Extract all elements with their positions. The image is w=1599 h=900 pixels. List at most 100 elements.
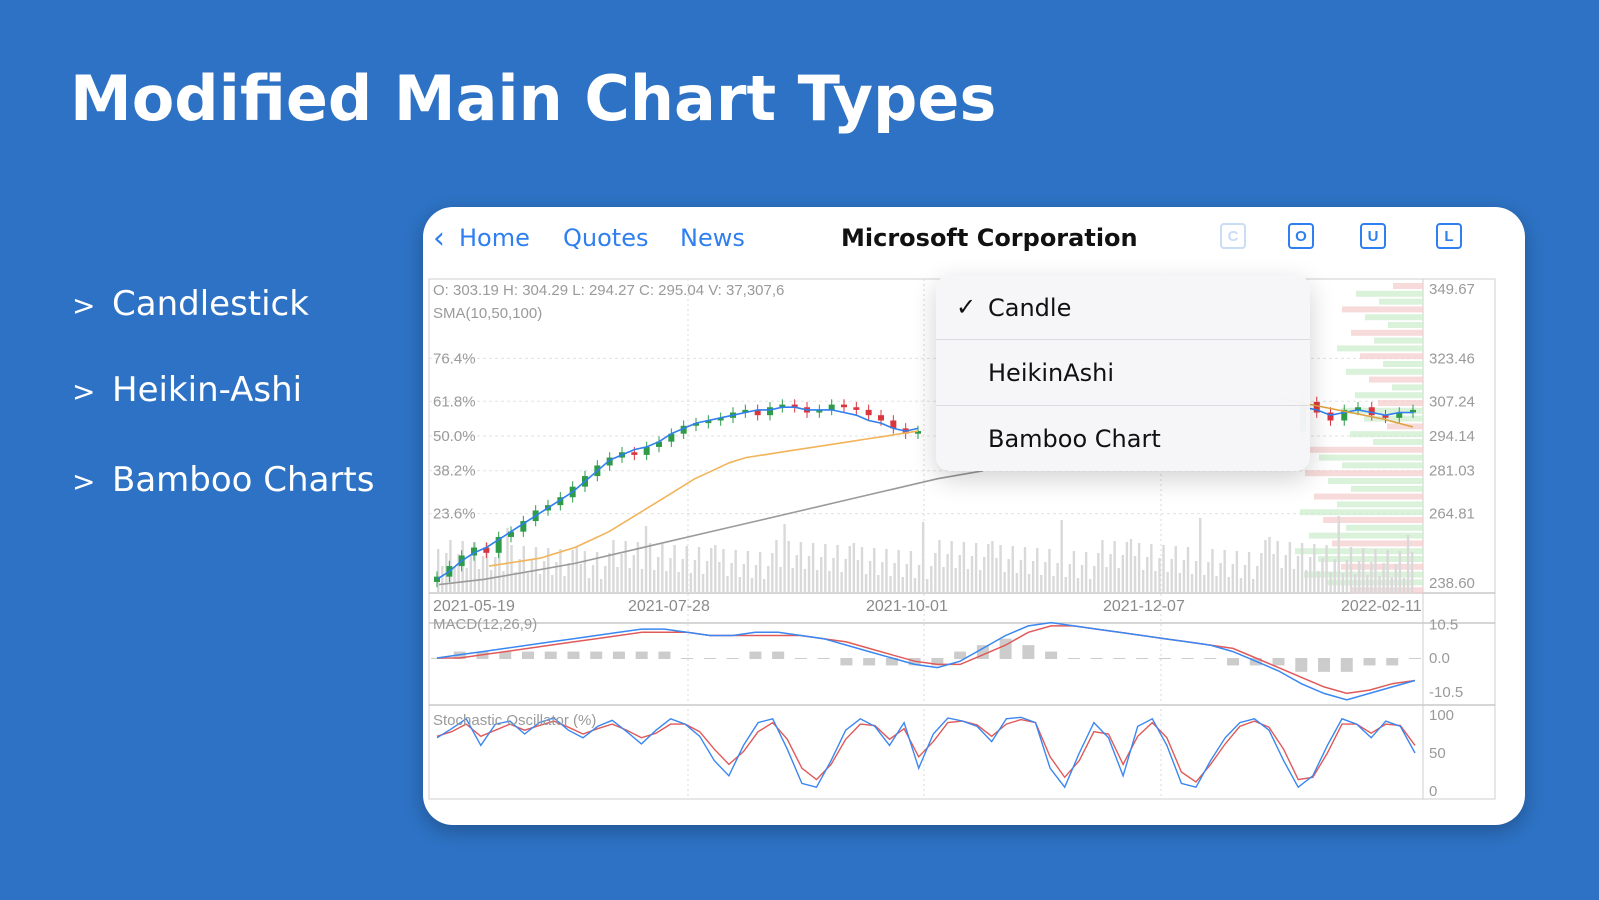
- volume-bar: [999, 545, 1002, 593]
- volume-bar: [844, 559, 847, 593]
- volume-bar: [913, 578, 917, 593]
- volume-bar: [522, 546, 525, 593]
- macd-label: MACD(12,26,9): [433, 616, 537, 633]
- candle-body: [606, 457, 613, 466]
- fib-label: 61.8%: [433, 393, 476, 410]
- volume-bar: [787, 541, 790, 593]
- volume-bar: [628, 568, 631, 593]
- x-tick-label: 2021-12-07: [1103, 598, 1185, 615]
- o-toolbar-button[interactable]: O: [1288, 223, 1314, 249]
- volume-bar: [1329, 572, 1332, 593]
- l-toolbar-button[interactable]: L: [1436, 223, 1462, 249]
- menu-item-label: Candle: [988, 294, 1072, 322]
- volume-bar: [1150, 544, 1153, 593]
- volume-bar: [506, 528, 509, 593]
- volume-profile-bar: [1393, 283, 1423, 289]
- menu-item-heikinashi[interactable]: HeikinAshi: [936, 340, 1310, 404]
- volume-bar: [673, 545, 676, 593]
- macd-histogram-bar: [931, 658, 944, 666]
- volume-profile-bar: [1341, 563, 1423, 570]
- volume-profile-bar: [1318, 556, 1423, 562]
- volume-bar: [485, 543, 489, 593]
- volume-bar: [1223, 550, 1226, 593]
- macd-histogram-bar: [954, 651, 967, 659]
- volume-bar: [1268, 537, 1271, 593]
- volume-bar: [1036, 548, 1039, 593]
- volume-bar: [1398, 551, 1402, 593]
- candle-body: [841, 404, 847, 408]
- volume-bar: [775, 540, 778, 593]
- volume-profile-bar: [1365, 314, 1423, 321]
- volume-bar: [954, 568, 957, 593]
- c-toolbar-button[interactable]: C: [1220, 223, 1246, 249]
- volume-bar: [909, 551, 913, 593]
- menu-item-bamboo-chart[interactable]: Bamboo Chart: [936, 406, 1310, 470]
- macd-histogram-bar: [1295, 658, 1308, 672]
- checkmark-icon: ✓: [956, 293, 977, 321]
- volume-profile-bar: [1388, 322, 1423, 328]
- volume-bar: [864, 574, 868, 593]
- volume-bar: [604, 566, 607, 593]
- feature-label: Heikin-Ashi: [112, 370, 303, 410]
- volume-profile-bar: [1351, 485, 1423, 492]
- menu-divider: [936, 405, 1310, 406]
- volume-profile-bar: [1356, 290, 1423, 297]
- volume-bar: [966, 569, 970, 593]
- u-toolbar-button[interactable]: U: [1360, 223, 1386, 249]
- volume-bar: [1292, 569, 1296, 593]
- volume-bar: [620, 554, 623, 593]
- volume-bar: [693, 560, 697, 593]
- volume-bar: [1125, 542, 1129, 593]
- macd-histogram-bar: [885, 658, 898, 666]
- volume-bar: [575, 547, 578, 593]
- volume-bar: [852, 543, 856, 593]
- feature-marker: >: [72, 375, 96, 408]
- sma-fast-line: [436, 406, 919, 580]
- volume-bar: [807, 556, 811, 593]
- macd-histogram-bar: [635, 651, 648, 659]
- feature-label: Bamboo Charts: [112, 460, 375, 500]
- macd-histogram-bar: [681, 658, 694, 659]
- volume-bar: [1317, 571, 1320, 593]
- volume-bar: [1117, 568, 1120, 593]
- volume-bar: [1056, 563, 1059, 593]
- volume-profile-bar: [1373, 439, 1423, 445]
- volume-bar: [840, 572, 843, 593]
- volume-bar: [1215, 576, 1218, 593]
- fib-label: 38.2%: [433, 463, 476, 480]
- volume-bar: [1288, 542, 1292, 593]
- volume-bar: [811, 543, 815, 593]
- candle-body: [779, 404, 786, 408]
- volume-bar: [542, 561, 546, 593]
- volume-bar: [697, 547, 701, 593]
- volume-bar: [453, 567, 456, 593]
- sma-mid-line: [488, 430, 919, 567]
- volume-bar: [1166, 572, 1169, 593]
- volume-bar: [1243, 565, 1247, 593]
- feature-item-candlestick: > Candlestick: [72, 284, 309, 324]
- macd-histogram-bar: [658, 651, 671, 659]
- macd-histogram-bar: [703, 658, 716, 659]
- candle-body: [1382, 415, 1389, 418]
- volume-bar: [1015, 573, 1019, 593]
- chevron-left-icon[interactable]: ‹: [433, 221, 445, 256]
- candle-body: [631, 452, 638, 455]
- news-link[interactable]: News: [680, 224, 745, 252]
- volume-profile-bar: [1379, 298, 1423, 305]
- volume-bar: [734, 550, 737, 593]
- volume-bar: [465, 568, 468, 593]
- candle-body: [890, 420, 897, 429]
- menu-item-candle[interactable]: ✓ Candle: [936, 275, 1310, 339]
- volume-bar: [1304, 570, 1308, 593]
- volume-bar: [665, 571, 668, 593]
- home-link[interactable]: Home: [459, 224, 530, 252]
- quotes-link[interactable]: Quotes: [563, 224, 649, 252]
- volume-bar: [1284, 555, 1287, 593]
- volume-bar: [530, 560, 534, 593]
- candle-body: [828, 404, 835, 410]
- volume-bar: [1186, 547, 1190, 593]
- volume-bar: [1199, 518, 1202, 593]
- volume-bar: [1060, 520, 1063, 593]
- volume-bar: [1027, 574, 1031, 593]
- menu-divider: [936, 339, 1310, 340]
